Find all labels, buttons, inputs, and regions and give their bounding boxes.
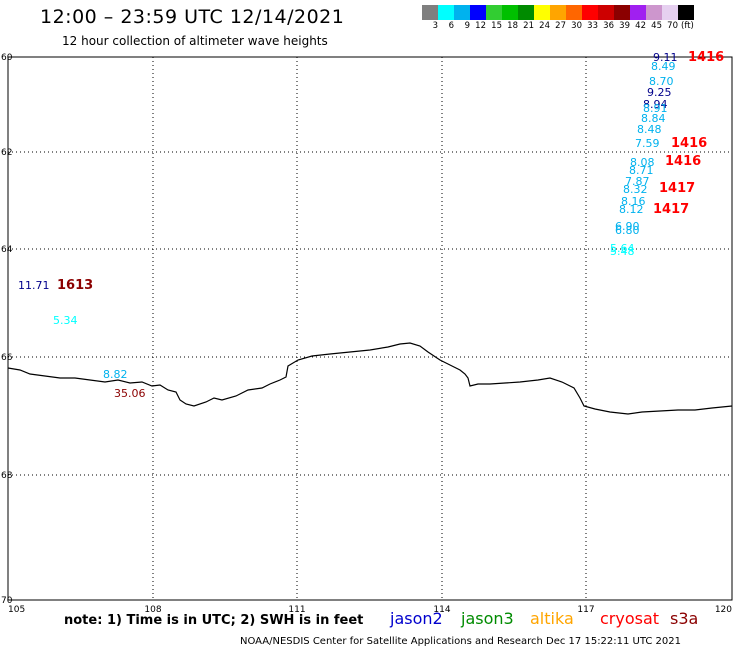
wave-height-label: 1416 [688,50,725,65]
colorbar-swatch [614,5,630,20]
legend-cryosat: cryosat [600,609,660,628]
latitude-label: 62 [1,148,12,158]
colorbar-swatch [566,5,582,20]
colorbar-swatch [438,5,454,20]
wave-height-label: 7.59 [635,137,660,150]
wave-height-label: 11.71 [18,279,50,292]
colorbar-swatch [454,5,470,20]
longitude-label: 105 [8,605,25,615]
legend-jason3: jason3 [461,609,514,628]
wave-height-label: 8.08 [630,156,655,169]
colorbar-label: 30 [571,21,582,31]
wave-height-label: 1416 [665,154,702,169]
wave-height-label: 8.16 [621,195,646,208]
colorbar-swatch [422,5,438,20]
wave-height-label: 35.06 [114,387,146,400]
coastline [7,342,733,415]
wave-height-label: 8.49 [651,60,676,73]
longitude-label: 117 [577,605,594,615]
units-note: note: 1) Time is in UTC; 2) SWH is in fe… [64,613,364,628]
longitude-label: 111 [288,605,305,615]
wave-height-label: 8.91 [643,102,668,115]
colorbar-label: 18 [507,21,518,31]
colorbar-label: 24 [539,21,550,31]
wave-height-label: 5.48 [610,245,635,258]
colorbar-swatch [678,5,694,20]
latitude-label: 68 [1,471,13,481]
wave-height-label: 1417 [659,181,696,196]
colorbar-swatch [630,5,646,20]
colorbar-labels: 3 6 9 12 15 18 21 24 27 30 33 36 39 42 45 70 (ft) [422,21,701,31]
wave-height-label: 1416 [671,136,708,151]
colorbar-label: 45 [651,21,662,31]
colorbar-label: 3 [432,21,438,31]
colorbar-swatch [486,5,502,20]
longitude-label: 108 [144,605,161,615]
wave-height-label: 5.34 [53,314,78,327]
colorbar-label: 9 [464,21,470,31]
colorbar-swatch [646,5,662,20]
wave-height-label: 8.84 [641,112,666,125]
colorbar-swatch [502,5,518,20]
wave-height-label: 8.70 [649,75,674,88]
colorbar-swatch [662,5,678,20]
wave-height-label: 9.25 [647,86,672,99]
map-frame [7,56,733,601]
legend-jason2: jason2 [390,609,443,628]
wave-height-label: 7.87 [625,175,650,188]
wave-height-label: 8.48 [637,123,662,136]
colorbar-label: 27 [555,21,566,31]
latitude-label: 64 [1,245,13,255]
wave-height-label: 9.11 [653,51,678,64]
colorbar-label: 21 [523,21,534,31]
colorbar-swatch [534,5,550,20]
map-subtitle: 12 hour collection of altimeter wave hei… [62,34,328,48]
colorbar-swatch [550,5,566,20]
colorbar-swatch [598,5,614,20]
colorbar-label: 6 [448,21,454,31]
wave-height-label: 8.71 [629,164,654,177]
legend-altika: altika [530,609,574,628]
wave-height-label: 8.94 [643,98,668,111]
credit-line: NOAA/NESDIS Center for Satellite Applica… [240,636,682,647]
colorbar-label: 36 [603,21,614,31]
colorbar-swatch [582,5,598,20]
latitude-label: 70 [1,596,13,606]
graticule [8,57,732,600]
latitude-label: 60 [1,53,13,63]
wave-height-label: 6.90 [615,220,640,233]
wave-height-label: 6.80 [615,224,640,237]
colorbar-swatch [518,5,534,20]
legend-s3a: s3a [670,609,699,628]
wave-height-label: 5.64 [610,242,635,255]
colorbar-label: 12 [475,21,486,31]
colorbar-label: 42 [635,21,646,31]
wave-height-label: 1417 [653,202,690,217]
wave-height-label: 1613 [57,278,94,293]
map-title: 12:00 – 23:59 UTC 12/14/2021 [40,6,345,28]
colorbar-label: 70 [667,21,678,31]
colorbar-label: 33 [587,21,598,31]
wave-height-label: 8.82 [103,368,128,381]
colorbar-label: 15 [491,21,502,31]
latitude-label: 66 [1,353,13,363]
wave-height-label: 8.32 [623,183,648,196]
wave-height-colorbar [422,5,694,20]
longitude-label: 120 [715,605,732,615]
longitude-label: 114 [433,605,450,615]
colorbar-unit: (ft) [681,21,694,31]
wave-height-label: 8.12 [619,203,644,216]
colorbar-swatch [470,5,486,20]
colorbar-label: 39 [619,21,630,31]
